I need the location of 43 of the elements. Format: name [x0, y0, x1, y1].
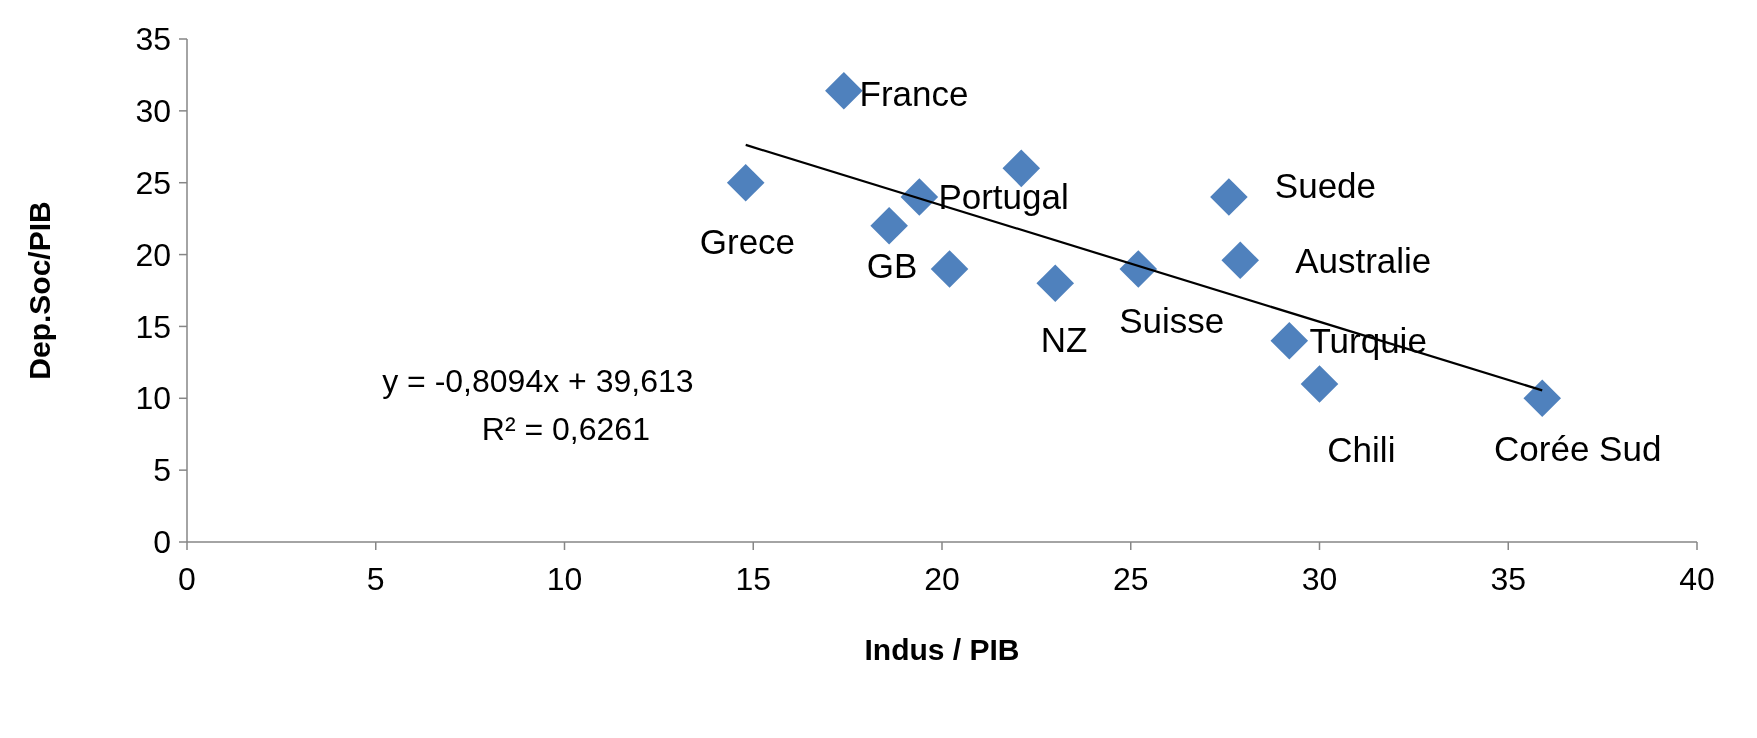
x-tick-label: 10 — [546, 561, 583, 597]
annotation: y = -0,8094x + 39,613 — [382, 363, 694, 400]
y-tick-label: 20 — [135, 236, 171, 273]
y-axis-title: Dep.Soc/PIB — [23, 201, 56, 380]
point — [726, 163, 765, 202]
y-tick-label: 35 — [135, 21, 171, 58]
x-tick-label: 0 — [178, 561, 196, 597]
y-tick-label: 0 — [153, 524, 171, 561]
annotation: Grece — [699, 222, 796, 262]
y-tick-label: 30 — [135, 93, 171, 130]
annotation: NZ — [1040, 319, 1088, 359]
annotation: Corée Sud — [1494, 428, 1662, 468]
annotation: R² = 0,6261 — [481, 411, 650, 448]
annotation: Suisse — [1119, 300, 1225, 340]
x-tick-label: 25 — [1112, 561, 1149, 597]
annotation: Suede — [1274, 166, 1377, 206]
annotation: Chili — [1327, 430, 1396, 470]
y-tick-label: 5 — [153, 452, 171, 489]
point — [1300, 365, 1339, 403]
point — [1036, 264, 1075, 303]
x-tick-label: 35 — [1490, 561, 1527, 597]
x-tick-label: 30 — [1301, 561, 1338, 597]
annotation: GB — [866, 246, 918, 286]
point — [1523, 379, 1562, 418]
annotation: France — [859, 74, 969, 114]
point — [1270, 322, 1309, 360]
point — [1119, 250, 1158, 288]
point — [1221, 241, 1260, 280]
point — [900, 178, 939, 216]
x-axis-title: Indus / PIB — [864, 633, 1020, 666]
y-tick-label: 10 — [135, 380, 171, 417]
annotation: Portugal — [938, 177, 1069, 217]
x-tick-label: 20 — [924, 561, 960, 597]
point — [1210, 178, 1248, 216]
y-tick-label: 25 — [135, 164, 171, 201]
y-tick-label: 15 — [135, 308, 171, 345]
point — [930, 250, 969, 288]
x-tick-label: 15 — [735, 561, 772, 597]
point — [870, 207, 908, 245]
x-tick-label: 5 — [366, 561, 385, 597]
annotation: Australie — [1295, 240, 1432, 280]
point — [825, 71, 863, 110]
x-tick-label: 40 — [1679, 561, 1715, 597]
